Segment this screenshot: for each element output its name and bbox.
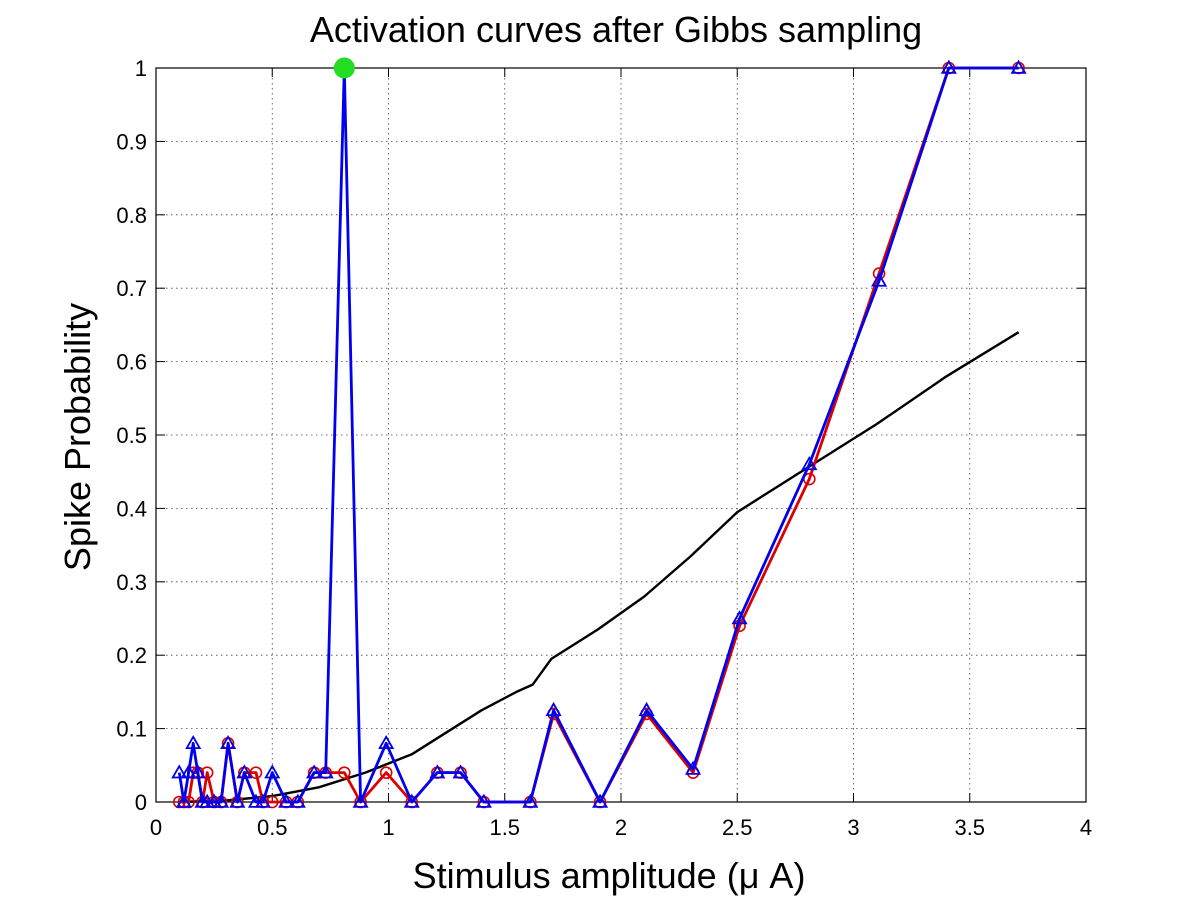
data-point-triangle <box>871 272 888 287</box>
y-tick-label: 0.6 <box>116 350 147 375</box>
series-1 <box>171 59 1027 808</box>
x-tick-label: 0 <box>150 815 162 840</box>
grid-lines <box>156 68 1086 802</box>
data-point-triangle <box>1010 59 1027 74</box>
series-layer <box>171 57 1027 809</box>
y-tick-label: 0.7 <box>116 276 147 301</box>
data-point-circle <box>379 766 393 779</box>
data-point-triangle <box>278 793 295 808</box>
y-tick-label: 0.1 <box>116 717 147 742</box>
data-point-triangle <box>171 764 188 779</box>
y-tick-label: 1 <box>135 56 147 81</box>
data-point-triangle <box>545 701 562 717</box>
data-point-triangle <box>801 456 818 471</box>
data-point-triangle <box>685 760 702 775</box>
data-point-triangle <box>378 734 395 750</box>
highlight-point <box>333 57 355 79</box>
x-tick-label: 1 <box>382 815 394 840</box>
y-tick-label: 0.2 <box>116 643 147 668</box>
data-point-circle <box>338 766 351 779</box>
data-point-triangle <box>306 764 323 779</box>
data-point-triangle <box>185 734 202 750</box>
y-tick-labels: 0 0.1 0.2 0.3 0.4 0.5 0.6 0.7 0.8 0.9 1 <box>116 56 147 815</box>
data-point-triangle <box>236 764 253 779</box>
x-tick-label: 2 <box>615 815 627 840</box>
data-point-triangle <box>592 793 609 808</box>
data-point-triangle <box>452 764 469 779</box>
x-tick-label: 3.5 <box>954 815 985 840</box>
y-axis-label: Spike Probability <box>57 303 98 571</box>
chart-title: Activation curves after Gibbs sampling <box>310 9 922 50</box>
y-tick-label: 0.3 <box>116 570 147 595</box>
axis-ticks <box>155 67 1087 803</box>
y-tick-label: 0.9 <box>116 129 147 154</box>
data-point-triangle <box>264 764 281 779</box>
data-point-triangle <box>475 793 492 808</box>
data-point-triangle <box>638 701 655 717</box>
data-point-triangle <box>352 793 369 808</box>
data-point-triangle <box>940 59 957 74</box>
data-point-triangle <box>731 610 748 625</box>
y-tick-label: 0.8 <box>116 203 147 228</box>
x-tick-label: 3 <box>847 815 859 840</box>
y-tick-label: 0.5 <box>116 423 147 448</box>
x-tick-label: 1.5 <box>489 815 520 840</box>
x-tick-labels: 0 0.5 1 1.5 2 2.5 3 3.5 4 <box>150 815 1092 840</box>
y-tick-label: 0 <box>135 790 147 815</box>
data-point-triangle <box>289 793 306 808</box>
x-tick-label: 0.5 <box>257 815 288 840</box>
data-point-triangle <box>522 793 539 808</box>
data-point-triangle <box>229 793 246 808</box>
data-point-triangle <box>429 764 446 779</box>
x-tick-label: 2.5 <box>722 815 753 840</box>
data-point-triangle <box>220 734 237 750</box>
data-point-circle <box>249 766 263 779</box>
y-tick-label: 0.4 <box>116 496 147 521</box>
data-point-triangle <box>317 764 334 779</box>
x-tick-label: 4 <box>1080 815 1092 840</box>
x-axis-label: Stimulus amplitude (μ A) <box>413 855 806 896</box>
data-point-triangle <box>403 793 420 808</box>
data-point-triangle <box>175 793 192 808</box>
data-point-triangle <box>213 793 230 808</box>
data-point-triangle <box>254 793 272 808</box>
data-point-triangle <box>180 764 197 779</box>
data-point-triangle <box>189 764 206 779</box>
